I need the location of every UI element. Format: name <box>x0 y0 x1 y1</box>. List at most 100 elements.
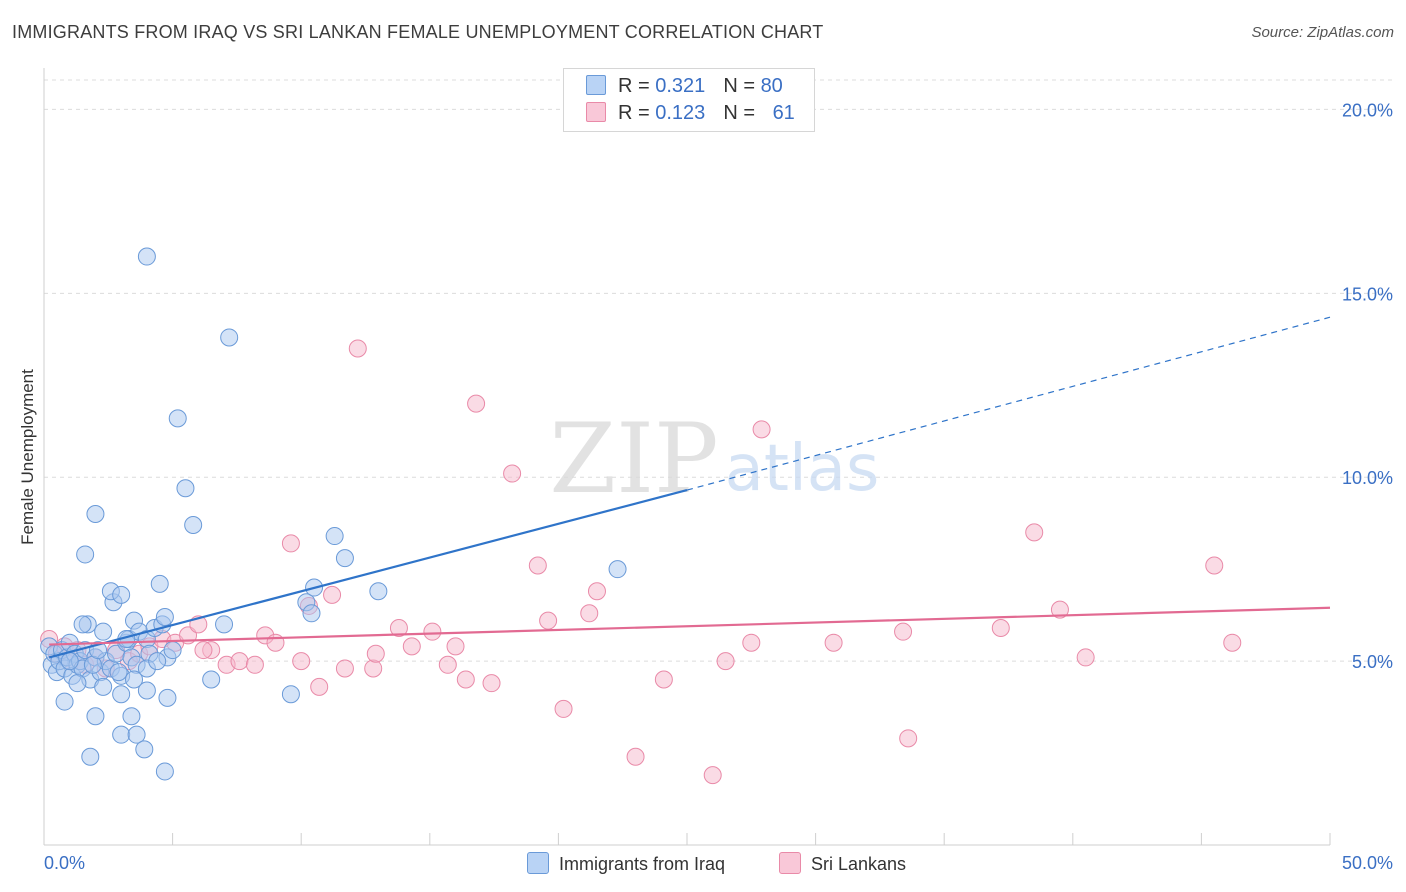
data-point-sri-lankans <box>654 670 673 689</box>
legend-swatch-pink <box>779 852 801 874</box>
y-tick-label: 5.0% <box>1352 652 1393 672</box>
data-point-sri-lankans <box>899 729 918 748</box>
watermark-zip: ZIP <box>549 403 718 515</box>
data-point-iraq <box>94 622 113 641</box>
data-point-iraq <box>176 479 195 498</box>
legend-item-sri-lankans: Sri Lankans <box>779 852 906 875</box>
data-point-iraq <box>112 685 131 704</box>
data-point-sri-lankans <box>991 619 1010 638</box>
data-point-iraq <box>55 692 74 711</box>
correlation-legend: R = 0.321 N = 80 R = 0.123 N = 61 <box>563 68 815 132</box>
data-point-sri-lankans <box>1205 556 1224 575</box>
chart-title: IMMIGRANTS FROM IRAQ VS SRI LANKAN FEMAL… <box>12 22 824 42</box>
data-point-sri-lankans <box>1223 633 1242 652</box>
data-point-sri-lankans <box>894 622 913 641</box>
data-point-sri-lankans <box>580 604 599 623</box>
legend-n-label: N = <box>723 75 761 97</box>
data-point-iraq <box>68 674 87 693</box>
legend-row-sri-lankans: R = 0.123 N = 61 <box>586 102 795 125</box>
data-point-sri-lankans <box>824 633 843 652</box>
data-point-iraq <box>155 607 174 626</box>
data-point-sri-lankans <box>587 582 606 601</box>
data-point-sri-lankans <box>366 644 385 663</box>
legend-swatch-blue <box>527 852 549 874</box>
data-point-sri-lankans <box>482 674 501 693</box>
axes <box>43 68 1331 846</box>
data-point-iraq <box>137 681 156 700</box>
watermark: ZIP atlas <box>549 403 879 515</box>
data-point-sri-lankans <box>554 699 573 718</box>
data-point-iraq <box>148 652 167 671</box>
data-point-sri-lankans <box>703 766 722 785</box>
legend-swatch-pink <box>586 102 606 122</box>
legend-n-label: N = <box>723 102 761 124</box>
legend-swatch-blue <box>586 75 606 95</box>
data-point-sri-lankans <box>1050 600 1069 619</box>
legend-r-value: 0.123 <box>655 102 706 124</box>
series-legend: Immigrants from Iraq Sri Lankans <box>0 852 1406 878</box>
data-point-sri-lankans <box>626 747 645 766</box>
legend-item-iraq: Immigrants from Iraq <box>527 852 725 875</box>
data-point-iraq <box>112 725 131 744</box>
data-point-sri-lankans <box>281 534 300 553</box>
x-tick-label: 0.0% <box>44 853 85 873</box>
data-point-iraq <box>158 688 177 707</box>
data-point-iraq <box>76 545 95 564</box>
legend-label-sri-lankans: Sri Lankans <box>811 854 907 874</box>
data-point-iraq <box>202 670 221 689</box>
trend-line-sri-lankans <box>49 606 1331 646</box>
data-point-iraq <box>137 247 156 266</box>
data-point-iraq <box>127 725 146 744</box>
data-point-sri-lankans <box>292 652 311 671</box>
data-point-iraq <box>73 615 92 634</box>
data-point-sri-lankans <box>402 637 421 656</box>
data-point-iraq <box>109 663 128 682</box>
data-point-iraq <box>150 574 169 593</box>
data-point-sri-lankans <box>335 659 354 678</box>
data-point-sri-lankans <box>423 622 442 641</box>
source-credit: Source: ZipAtlas.com <box>1251 24 1394 41</box>
data-point-sri-lankans <box>245 655 264 674</box>
data-point-sri-lankans <box>323 585 342 604</box>
data-point-sri-lankans <box>446 637 465 656</box>
data-point-iraq <box>608 560 627 579</box>
data-point-iraq <box>215 615 234 634</box>
legend-n-value: 61 <box>772 102 795 124</box>
trend-lines <box>48 316 1331 659</box>
data-point-iraq <box>369 582 388 601</box>
data-point-iraq <box>168 409 187 428</box>
legend-n-value: 80 <box>760 75 783 97</box>
data-point-iraq <box>86 707 105 726</box>
data-point-iraq <box>302 604 321 623</box>
data-point-iraq <box>122 707 141 726</box>
data-point-sri-lankans <box>539 611 558 630</box>
data-point-sri-lankans <box>348 339 367 358</box>
data-point-sri-lankans <box>230 652 249 671</box>
legend-r-label: R = <box>618 75 656 97</box>
data-point-sri-lankans <box>752 420 771 439</box>
watermark-atlas: atlas <box>725 432 880 506</box>
x-tick-label: 50.0% <box>1342 853 1393 873</box>
tick-labels: 5.0% 10.0% 15.0% 20.0% 0.0% 50.0% <box>44 100 1393 873</box>
trend-line-iraq-extension <box>686 316 1331 491</box>
data-point-iraq <box>220 328 239 347</box>
data-point-iraq <box>281 685 300 704</box>
legend-label-iraq: Immigrants from Iraq <box>559 854 726 874</box>
y-tick-label: 15.0% <box>1342 284 1393 304</box>
data-point-sri-lankans <box>266 633 285 652</box>
data-point-sri-lankans <box>456 670 475 689</box>
data-point-iraq <box>155 762 174 781</box>
iraq-points <box>40 247 627 781</box>
data-point-sri-lankans <box>503 464 522 483</box>
legend-r-label: R = <box>618 102 656 124</box>
data-point-iraq <box>135 740 154 759</box>
data-point-sri-lankans <box>194 641 213 660</box>
data-point-iraq <box>60 652 79 671</box>
data-point-sri-lankans <box>1076 648 1095 667</box>
legend-row-iraq: R = 0.321 N = 80 <box>586 75 783 98</box>
data-point-sri-lankans <box>528 556 547 575</box>
data-point-iraq <box>112 585 131 604</box>
data-point-iraq <box>125 670 144 689</box>
data-point-sri-lankans <box>310 677 329 696</box>
